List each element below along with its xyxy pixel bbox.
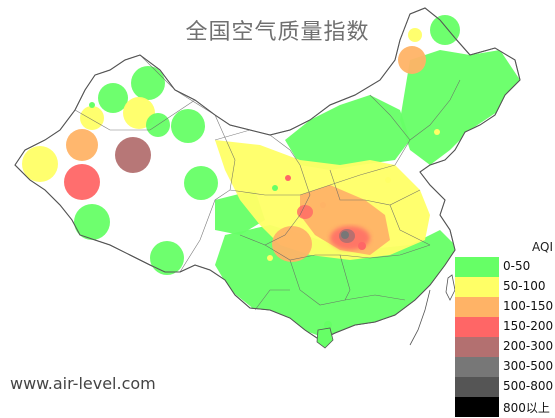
aqi-overlay (215, 50, 520, 340)
legend-label: 800以上 (503, 401, 550, 415)
legend-item: 100-150 (453, 297, 555, 318)
legend-swatch (455, 337, 499, 357)
legend-item: 800以上 (453, 397, 555, 418)
map-title: 全国空气质量指数 (185, 20, 370, 45)
aqi-region-northeast (400, 50, 520, 165)
aqi-region-sichuan (272, 226, 312, 262)
legend-label: 150-200 (503, 319, 554, 333)
legend-swatch (455, 257, 499, 277)
legend-label: 300-500 (503, 359, 554, 373)
legend-header: AQI (532, 240, 553, 254)
aqi-hotspot-west-central (297, 205, 313, 219)
legend-label: 50-100 (503, 279, 546, 293)
aqi-hotspot-north (285, 175, 291, 181)
legend-swatch (455, 317, 499, 337)
south-sea-line (409, 289, 431, 346)
legend-swatch (455, 297, 499, 317)
legend-swatch (455, 377, 499, 397)
legend-item: 500-800 (453, 377, 555, 398)
site-watermark[interactable]: www.air-level.com (10, 374, 156, 393)
country-border (14, 7, 521, 349)
island-hainan (316, 327, 334, 349)
legend-item: 200-300 (453, 337, 555, 358)
aqi-region-north (285, 95, 410, 170)
legend-label: 500-800 (503, 379, 554, 393)
aqi-hotspot-core (341, 231, 349, 239)
legend-swatch (455, 357, 499, 377)
aqi-legend: AQI 0-50 50-100 100-150 150-200 200-300 300-5… (453, 236, 555, 418)
china-aqi-map (14, 7, 521, 349)
legend-item: 50-100 (453, 277, 555, 298)
legend-swatch (455, 277, 499, 297)
legend-item: 0-50 (453, 257, 555, 278)
legend-item: 150-200 (453, 317, 555, 338)
aqi-hotspot-east (358, 242, 366, 250)
legend-label: 0-50 (503, 259, 531, 273)
legend-swatch (455, 397, 499, 417)
legend-label: 100-150 (503, 299, 554, 313)
legend-label: 200-300 (503, 339, 554, 353)
legend-item: 300-500 (453, 357, 555, 378)
island-taiwan (445, 274, 456, 301)
province-borders (74, 54, 461, 311)
aqi-bubbles (22, 15, 460, 329)
